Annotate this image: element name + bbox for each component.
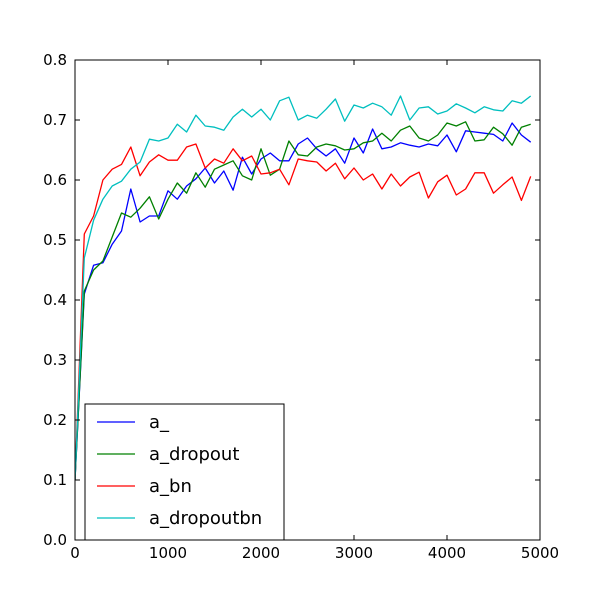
y-tick-label: 0.0 — [43, 531, 67, 549]
legend-label: a_bn — [149, 476, 192, 497]
legend-label: a_ — [149, 412, 170, 433]
legend-label: a_dropout — [149, 444, 239, 465]
x-tick-label: 5000 — [521, 544, 559, 562]
legend-box — [84, 403, 285, 541]
y-tick-label: 0.1 — [43, 471, 67, 489]
series-line-a-bn — [75, 143, 532, 481]
y-tick-label: 0.3 — [43, 351, 67, 369]
axes-layer: 0 1000 2000 3000 4000 5000 0.0 0.1 0.2 0.3 0.4 0.5 0… — [43, 51, 559, 562]
series-line-a-dropoutbn — [75, 95, 532, 481]
x-tick-label: 4000 — [428, 544, 466, 562]
y-tick-label: 0.6 — [43, 171, 67, 189]
y-tick-label: 0.2 — [43, 411, 67, 429]
series-line-a-dropout — [75, 121, 531, 481]
legend-label: a_dropoutbn — [149, 508, 262, 529]
y-tick-label: 0.5 — [43, 231, 67, 249]
x-tick-label: 0 — [70, 544, 80, 562]
x-tick-label: 3000 — [335, 544, 373, 562]
legend: a_ a_dropout a_bn a_dropoutbn — [84, 403, 285, 541]
x-tick-label: 1000 — [149, 544, 187, 562]
y-tick-label: 0.7 — [43, 111, 67, 129]
x-tick-label: 2000 — [242, 544, 280, 562]
series-line-a — [75, 122, 532, 481]
series-layer — [75, 95, 532, 481]
y-tick-label: 0.4 — [43, 291, 67, 309]
y-tick-label: 0.8 — [43, 51, 67, 69]
